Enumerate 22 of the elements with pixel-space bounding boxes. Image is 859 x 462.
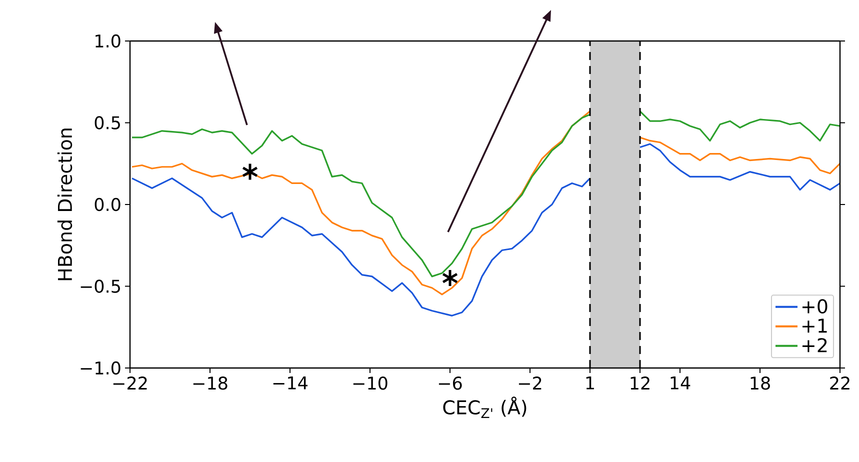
- x-tick-label: −2: [518, 376, 542, 390]
- line-series: [131, 178, 591, 316]
- y-tick-label: 1.0: [96, 34, 120, 48]
- x-axis-title: CEC$_{Z'}$ (Å): [443, 396, 526, 418]
- legend-label: +1: [802, 318, 827, 333]
- x-tick-label: 12: [630, 376, 650, 390]
- x-tick-label: −6: [438, 376, 462, 390]
- x-tick-label: −14: [273, 376, 308, 390]
- y-tick-label: −1.0: [80, 361, 120, 375]
- y-tick-label: −0.5: [80, 280, 120, 293]
- x-tick-label: −10: [353, 376, 388, 390]
- x-tick-label: −22: [113, 376, 147, 390]
- y-axis-title: HBond Direction: [57, 128, 72, 280]
- x-tick-label: 14: [670, 376, 690, 390]
- legend-label: +0: [802, 299, 828, 314]
- y-tick-label: 0.0: [94, 198, 120, 212]
- y-tick-label: 0.5: [94, 116, 120, 130]
- legend-label: +2: [802, 338, 827, 352]
- x-tick-label: 22: [830, 376, 850, 390]
- x-tick-label: 18: [750, 376, 770, 390]
- x-tick-label: 1: [586, 376, 594, 390]
- x-tick-label: −18: [193, 376, 228, 390]
